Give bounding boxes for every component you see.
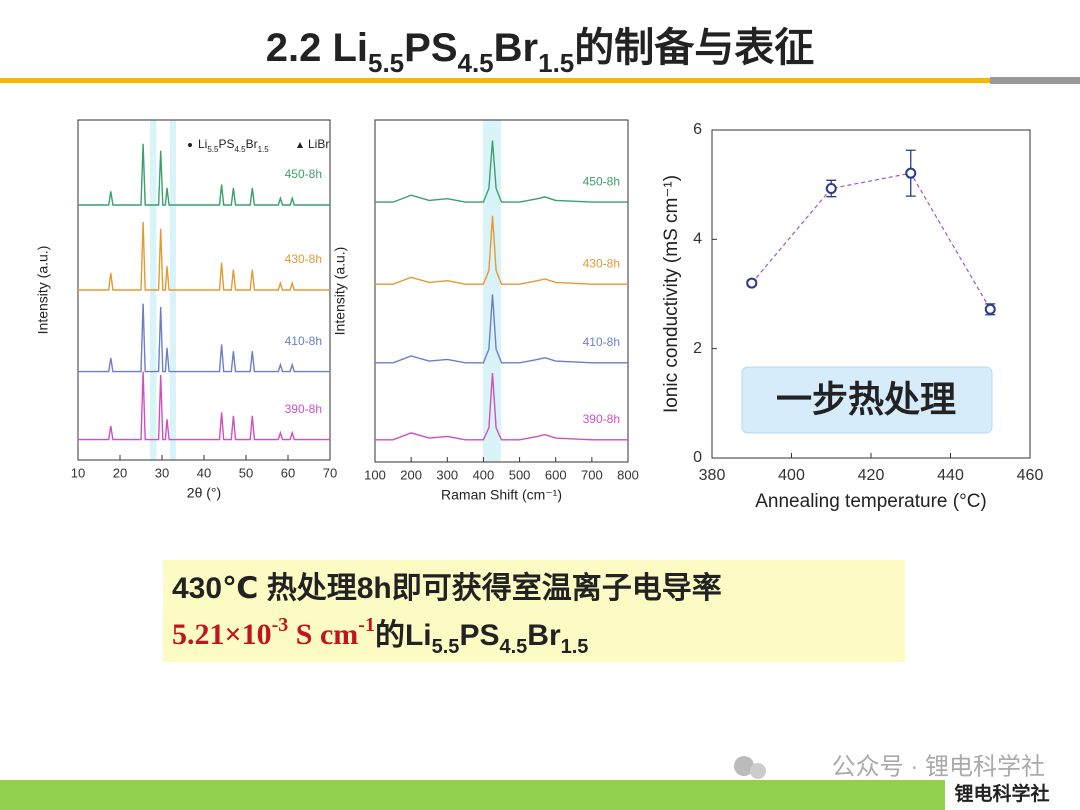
title-rule-end [990,77,1080,84]
footer: 锂电科学社 [954,782,1049,805]
series-label: 450-8h [583,174,620,188]
data-point [825,182,837,194]
y-axis-label: Intensity (a.u.) [35,246,51,335]
x-tick-label: 100 [364,467,386,482]
legend-marker [297,142,303,148]
text-part: 4.5 [499,636,527,658]
highlight-box [163,560,905,662]
series-label: 430-8h [285,252,322,266]
text-part: PS [404,26,457,70]
plot-frame [374,119,629,463]
x-tick-label: 500 [509,467,531,482]
x-tick-label: 400 [778,467,805,484]
text-part: -1 [358,614,375,636]
data-point [905,167,917,179]
x-tick-label: 30 [155,465,169,480]
series-label: 390-8h [285,402,322,416]
x-tick-label: 300 [436,467,458,482]
text-part: 1.5 [538,48,574,78]
text-part: Br [527,619,561,652]
x-tick-label: 440 [937,467,964,484]
legend-marker [188,143,192,147]
highlight-line: 5.21×10-3 S cm-1的Li5.5PS4.5Br1.5 [172,614,588,659]
text-part: Li [198,137,207,151]
x-tick-label: 40 [197,465,211,480]
series-label: 390-8h [583,412,620,426]
text-part: 2.2 Li [266,26,368,70]
spectrum-line [375,215,628,285]
x-tick-label: 20 [113,465,127,480]
y-tick-label: 4 [693,231,702,248]
series-label: 450-8h [285,167,322,181]
text-part: PS [218,137,234,151]
highlight-line: 430℃ 热处理8h即可获得室温离子电导率 [172,571,722,605]
x-tick-label: 400 [473,467,495,482]
spectrum-line [375,373,628,441]
x-axis-label: Raman Shift (cm⁻¹) [441,487,562,503]
y-axis-label: Intensity (a.u.) [332,247,348,336]
series-label: 410-8h [285,334,322,348]
text-part: 5.5 [432,636,460,658]
series-label: 430-8h [583,256,620,270]
footer-bar [0,780,1080,810]
x-tick-label: 10 [71,465,85,480]
slide-title: 2.2 Li5.5PS4.5Br1.5的制备与表征 [266,26,815,78]
title-rule [0,78,990,83]
highlight-band [483,120,501,462]
text-part: S cm [288,618,358,651]
text-part: 4.5 [458,48,494,78]
x-tick-label: 460 [1017,467,1044,484]
text-part: 1.5 [561,636,589,658]
x-axis-label: Annealing temperature (°C) [755,491,987,512]
spectrum-line [375,140,628,203]
spectrum-line [78,371,330,441]
annotation: 一步热处理 [776,379,956,420]
spectrum-line [375,294,628,364]
legend-label: LiBr [308,137,329,151]
text-part: PS [459,619,499,652]
text-part: 4.5 [234,145,246,154]
text-part: LiBr [308,137,329,151]
x-tick-label: 60 [281,465,295,480]
x-tick-label: 800 [617,467,639,482]
wechat-icon [734,756,754,776]
y-tick-label: 2 [693,340,702,357]
spectrum-line [78,221,330,291]
wechat-icon [750,763,766,779]
text-part: Br [494,26,538,70]
x-tick-label: 380 [699,467,726,484]
x-tick-label: 200 [400,467,422,482]
series-label: 410-8h [583,335,620,349]
data-point [746,277,758,289]
x-tick-label: 50 [239,465,253,480]
x-tick-label: 420 [858,467,885,484]
x-tick-label: 700 [581,467,603,482]
footer-box [945,780,1080,810]
y-tick-label: 6 [693,121,702,138]
text-part: 5.21×10 [172,618,272,651]
text-part: Br [246,137,258,151]
data-point [984,303,996,315]
text-part: 1.5 [258,145,270,154]
text-part: 的制备与表征 [574,26,814,70]
text-part: -3 [272,614,289,636]
y-tick-label: 0 [693,449,702,466]
text-part: 5.5 [207,145,219,154]
x-tick-label: 70 [323,465,337,480]
spectrum-line [78,303,330,373]
watermark: 公众号 · 锂电科学社 [832,753,1045,780]
spectrum-line [78,143,330,206]
text-part: 5.5 [368,48,404,78]
trend-line [751,172,991,310]
annotation-box [741,366,993,434]
y-axis-label: Ionic conductivity (mS cm⁻¹) [661,175,682,413]
legend-label: Li5.5PS4.5Br1.5 [198,137,269,153]
text-part: 的Li [375,619,432,652]
x-axis-label: 2θ (°) [187,485,221,501]
x-tick-label: 600 [545,467,567,482]
